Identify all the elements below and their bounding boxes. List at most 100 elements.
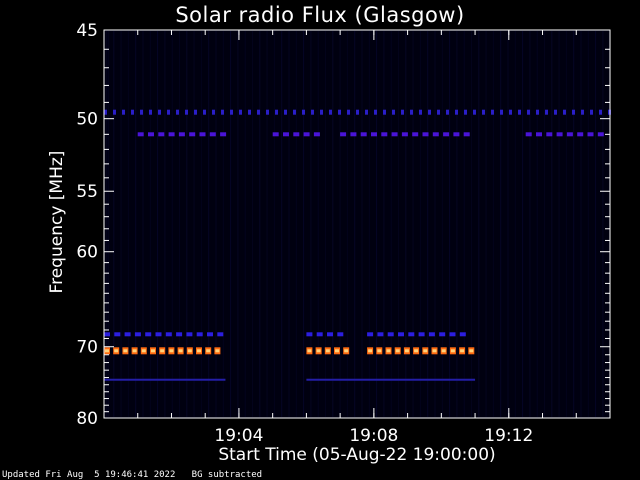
signal-mark	[196, 332, 203, 337]
noise-stripe	[288, 31, 290, 417]
signal-mark-core	[450, 349, 455, 353]
signal-mark	[134, 332, 141, 337]
signal-mark-core	[132, 349, 137, 353]
signal-mark	[209, 132, 216, 137]
signal-mark	[377, 332, 384, 337]
signal-mark	[178, 132, 185, 137]
signal-mark	[176, 332, 183, 337]
signal-mark	[113, 109, 116, 115]
signal-mark	[439, 332, 446, 337]
signal-mark	[590, 109, 593, 115]
signal-mark	[360, 132, 367, 137]
signal-mark	[131, 109, 134, 115]
signal-mark	[186, 332, 193, 337]
noise-stripe	[127, 31, 129, 417]
signal-mark	[199, 132, 206, 137]
signal-mark	[525, 132, 532, 137]
signal-mark	[459, 332, 466, 337]
noise-stripe	[536, 31, 538, 417]
signal-segment	[104, 378, 226, 381]
signal-mark	[140, 109, 143, 115]
y-tick-label: 50	[76, 110, 98, 130]
signal-mark	[419, 109, 422, 115]
signal-mark	[587, 132, 594, 137]
signal-mark	[398, 332, 404, 337]
signal-mark	[158, 109, 161, 115]
signal-mark-core	[432, 349, 437, 353]
noise-stripe	[478, 31, 480, 417]
signal-mark	[221, 109, 224, 115]
signal-mark-core	[123, 349, 128, 353]
signal-mark	[145, 332, 152, 337]
signal-mark	[371, 132, 377, 137]
signal-segment	[306, 378, 476, 381]
signal-mark	[449, 332, 456, 337]
noise-stripe	[142, 31, 144, 417]
noise-stripe	[303, 31, 305, 417]
signal-mark	[577, 132, 584, 137]
noise-stripe	[237, 31, 239, 417]
plot-frame	[103, 29, 611, 419]
noise-stripe	[208, 31, 210, 417]
signal-mark	[491, 109, 494, 115]
noise-stripe	[522, 31, 524, 417]
x-tick-label: 19:12	[484, 426, 533, 446]
signal-mark	[597, 132, 604, 137]
noise-stripe	[354, 31, 356, 417]
y-tick-label: 45	[76, 21, 98, 41]
signal-mark	[418, 332, 425, 337]
chart-title: Solar radio Flux (Glasgow)	[175, 3, 465, 27]
noise-stripe	[514, 31, 516, 417]
signal-mark	[518, 109, 521, 115]
noise-stripe	[273, 31, 275, 417]
y-tick-label: 60	[76, 243, 98, 263]
signal-mark	[556, 132, 563, 137]
signal-mark-core	[344, 349, 349, 353]
noise-stripe	[346, 31, 348, 417]
x-tick-label: 19:04	[214, 426, 263, 446]
bg-subtracted-note: BG subtracted	[191, 470, 263, 480]
signal-mark-core	[335, 349, 339, 353]
signal-mark	[599, 109, 602, 115]
signal-mark	[374, 109, 377, 115]
signal-mark	[257, 109, 260, 115]
signal-mark	[340, 132, 347, 137]
signal-mark	[316, 332, 323, 337]
signal-mark	[443, 132, 450, 137]
noise-stripe	[492, 31, 494, 417]
noise-stripe	[193, 31, 195, 417]
signal-mark	[275, 109, 278, 115]
signal-mark-core	[441, 349, 446, 353]
signal-mark-core	[395, 349, 400, 353]
signal-mark	[422, 132, 429, 137]
signal-mark	[194, 109, 197, 115]
signal-mark	[220, 132, 227, 137]
signal-mark	[455, 109, 458, 115]
x-axis: 19:04 19:08 19:12	[137, 30, 577, 446]
updated-timestamp: Updated Fri Aug 5 19:46:41 2022	[2, 470, 176, 480]
signal-mark-core	[178, 349, 183, 353]
signal-mark-core	[368, 349, 373, 353]
signal-mark	[563, 109, 566, 115]
signal-mark-core	[460, 349, 465, 353]
signal-mark	[408, 332, 415, 337]
noise-stripe	[405, 31, 407, 417]
signal-mark-core	[206, 349, 211, 353]
signal-mark	[536, 109, 539, 115]
signal-mark	[212, 109, 215, 115]
signal-mark	[239, 109, 242, 115]
signal-mark-core	[423, 349, 428, 353]
signal-mark-core	[160, 349, 165, 353]
signal-mark	[104, 332, 110, 337]
noise-stripe	[368, 31, 370, 417]
signal-mark	[428, 332, 435, 337]
noise-stripe	[412, 31, 414, 417]
signal-mark	[546, 132, 553, 137]
signal-mark	[207, 332, 213, 337]
y-axis-label: Frequency [MHz]	[47, 150, 67, 294]
signal-mark	[203, 109, 206, 115]
signal-mark	[266, 109, 269, 115]
signal-mark	[391, 132, 398, 137]
signal-mark-core	[105, 349, 109, 353]
